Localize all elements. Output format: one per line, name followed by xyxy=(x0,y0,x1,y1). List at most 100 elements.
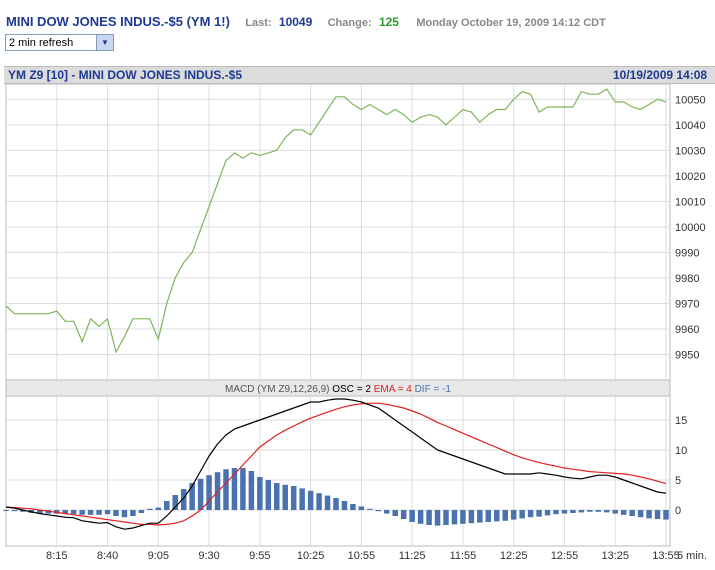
dif-bar xyxy=(536,510,542,517)
dif-bar xyxy=(307,490,314,510)
dif-bar xyxy=(172,495,178,510)
dif-bar xyxy=(104,510,111,515)
series-lines xyxy=(5,88,667,530)
axis-labels: 8:15 8:40 9:05 9:30 9:55 10:25 10:55 11:25 11:55… xyxy=(46,94,707,562)
dif-bar xyxy=(637,510,644,518)
chart-date: 10/19/2009 14:08 xyxy=(613,68,708,82)
dif-bar xyxy=(223,469,229,510)
dif-bar xyxy=(164,501,170,510)
macd-tick-label: 0 xyxy=(675,505,681,517)
price-line xyxy=(5,88,667,354)
macd-tick-label: 10 xyxy=(675,445,687,457)
dif-bar xyxy=(434,510,441,526)
dif-bar xyxy=(206,475,212,510)
dif-bar xyxy=(570,510,576,513)
dif-bar xyxy=(189,483,195,510)
x-tick-label: 13:55 xyxy=(652,550,680,562)
macd-label-bar xyxy=(5,379,671,397)
macd-tick-label: 15 xyxy=(675,415,687,427)
dif-bar xyxy=(375,510,382,512)
dif-bar xyxy=(612,510,618,514)
dif-bar xyxy=(324,495,331,510)
macd-legend: MACD (YM Z9,12,26,9) OSC = 2 EMA = 4 DIF… xyxy=(225,384,451,395)
dif-bar xyxy=(87,510,94,515)
dif-bar xyxy=(37,510,43,514)
dif-bar xyxy=(654,510,661,519)
dif-bar xyxy=(358,506,365,510)
x-tick-label: 9:55 xyxy=(249,550,270,562)
dif-bar xyxy=(257,477,263,510)
price-tick-label: 10010 xyxy=(675,196,706,208)
x-tick-label: 13:25 xyxy=(601,550,629,562)
dif-bar xyxy=(350,504,356,510)
quote-datetime: Monday October 19, 2009 14:12 CDT xyxy=(416,17,606,29)
dif-bar xyxy=(494,510,500,522)
quote-header: MINI DOW JONES INDUS.-$5 (YM 1!) Last: 1… xyxy=(6,14,606,30)
dif-bar xyxy=(274,483,280,510)
dif-bar xyxy=(477,510,483,523)
dif-bar xyxy=(240,468,246,510)
dif-bar xyxy=(11,510,18,512)
dif-bar xyxy=(113,510,119,516)
macd-panel-frame xyxy=(5,395,671,547)
dif-bar xyxy=(443,510,449,525)
refresh-select[interactable]: 2 min refresh ▼ xyxy=(5,34,114,51)
x-tick-label: 8:40 xyxy=(97,550,118,562)
dif-bar xyxy=(138,510,145,513)
dif-bar xyxy=(663,510,669,520)
x-tick-label: 9:05 xyxy=(148,550,169,562)
chevron-down-icon[interactable]: ▼ xyxy=(96,35,113,50)
dif-bar xyxy=(367,508,373,510)
chart-title-bar: YM Z9 [10] - MINI DOW JONES INDUS.-$5 10… xyxy=(4,66,715,84)
last-value: 10049 xyxy=(278,15,313,29)
x-tick-label: 9:30 xyxy=(198,550,219,562)
dif-bar xyxy=(604,510,610,513)
dif-bar xyxy=(282,484,288,510)
symbol-title[interactable]: MINI DOW JONES INDUS.-$5 (YM 1!) xyxy=(6,14,230,29)
dif-bar xyxy=(595,510,602,512)
x-tick-label: 12:55 xyxy=(551,550,579,562)
price-tick-label: 10040 xyxy=(675,120,706,132)
x-tick-label: 11:55 xyxy=(450,550,477,562)
dif-bar xyxy=(578,510,585,513)
macd-histogram xyxy=(3,468,669,526)
dif-bar xyxy=(197,478,204,510)
dif-bar xyxy=(333,498,339,510)
dif-bar xyxy=(70,510,77,515)
dif-bar xyxy=(646,510,652,519)
dif-bar xyxy=(426,510,432,525)
dif-bar xyxy=(3,510,9,511)
price-tick-label: 10050 xyxy=(675,94,706,106)
price-tick-label: 9960 xyxy=(675,324,699,336)
change-label: Change: xyxy=(327,17,372,29)
dif-bar xyxy=(485,510,492,522)
x-tick-label: 11:25 xyxy=(399,550,426,562)
price-tick-label: 9970 xyxy=(675,298,699,310)
dif-bar xyxy=(96,510,102,515)
dif-bar xyxy=(79,510,85,515)
dif-bar xyxy=(299,488,305,510)
dif-bar xyxy=(316,493,322,510)
dif-bar xyxy=(180,489,187,510)
last-label: Last: xyxy=(245,17,272,29)
price-tick-label: 10020 xyxy=(675,171,706,183)
x-tick-label: 8:15 xyxy=(46,550,67,562)
dif-bar xyxy=(502,510,508,521)
dif-bar xyxy=(620,510,627,515)
price-panel-frame xyxy=(5,83,671,381)
dif-bar xyxy=(248,471,255,510)
price-tick-label: 10000 xyxy=(675,222,706,234)
price-tick-label: 9990 xyxy=(675,247,699,259)
chart-title: YM Z9 [10] - MINI DOW JONES INDUS.-$5 xyxy=(8,68,243,82)
dif-bar xyxy=(587,510,593,512)
dif-bar xyxy=(130,510,136,516)
dif-bar xyxy=(468,510,475,524)
x-tick-label: 10:55 xyxy=(348,550,376,562)
dif-bar xyxy=(121,510,128,518)
dif-bar xyxy=(519,510,525,519)
price-tick-label: 10030 xyxy=(675,145,706,157)
price-tick-label: 9980 xyxy=(675,273,699,285)
dif-bar xyxy=(561,510,568,514)
grid-lines xyxy=(6,84,670,546)
